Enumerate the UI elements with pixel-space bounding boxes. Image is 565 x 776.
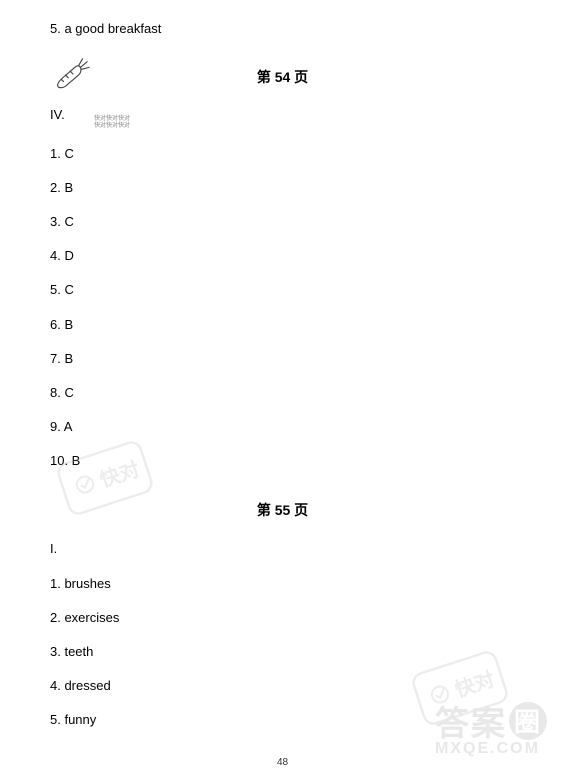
answer-line: 2. B — [50, 179, 515, 197]
answer-line: 5. funny — [50, 711, 515, 729]
answer-line: 8. C — [50, 384, 515, 402]
answer-line: 5. C — [50, 281, 515, 299]
answer-line: 10. B — [50, 452, 515, 470]
answer-line: 7. B — [50, 350, 515, 368]
question-line: 5. a good breakfast — [50, 20, 515, 38]
tiny-text-line: 快对快对快对 — [94, 116, 515, 123]
roman-i: I. — [50, 540, 515, 558]
watermark-tiny-text: 快对快对快对 快对快对快对 — [94, 116, 515, 130]
page-55-header: 第 55 页 — [50, 500, 515, 520]
roman-iv: IV. — [50, 107, 65, 122]
answer-line: 3. teeth — [50, 643, 515, 661]
answer-line: 4. dressed — [50, 677, 515, 695]
tiny-text-line: 快对快对快对 — [94, 123, 515, 130]
answer-line: 1. brushes — [50, 575, 515, 593]
answer-line: 9. A — [50, 418, 515, 436]
answer-line: 3. C — [50, 213, 515, 231]
answer-line: 2. exercises — [50, 609, 515, 627]
watermark-url: MXQE.COM — [435, 740, 547, 758]
page-54-header: 第 54 页 — [50, 67, 515, 87]
answer-line: 4. D — [50, 247, 515, 265]
page-number: 48 — [277, 757, 288, 768]
answer-line: 1. C — [50, 145, 515, 163]
answer-line: 6. B — [50, 316, 515, 334]
